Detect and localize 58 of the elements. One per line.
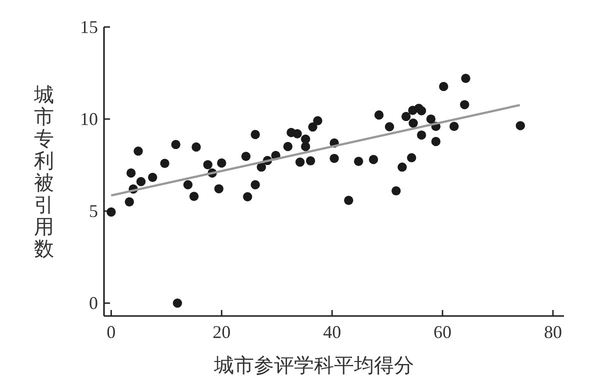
- point: [401, 112, 411, 122]
- point: [426, 114, 436, 124]
- point: [160, 158, 170, 168]
- point: [183, 180, 193, 190]
- y-tick-label: 15: [80, 17, 98, 37]
- point: [106, 207, 116, 217]
- y-tick-label: 5: [89, 201, 98, 222]
- point: [192, 142, 201, 152]
- point: [439, 82, 448, 92]
- y-tick-label: 10: [80, 109, 98, 130]
- point: [374, 110, 384, 120]
- x-tick-label: 40: [323, 322, 342, 342]
- point: [516, 121, 525, 130]
- y-axis-title: 城市专利被引用数: [33, 84, 54, 260]
- point: [450, 122, 459, 131]
- x-tick-label: 80: [544, 322, 562, 342]
- point: [241, 152, 251, 162]
- point: [392, 186, 401, 196]
- point: [126, 168, 136, 178]
- point: [283, 142, 292, 152]
- x-tick-label: 0: [106, 322, 116, 342]
- point: [384, 122, 394, 132]
- point: [416, 106, 426, 116]
- point: [306, 156, 316, 166]
- point: [124, 197, 134, 206]
- point: [134, 146, 143, 156]
- point: [431, 136, 440, 146]
- point: [292, 129, 302, 138]
- point: [250, 130, 260, 140]
- point: [148, 172, 158, 182]
- point: [203, 160, 212, 170]
- point: [242, 192, 252, 202]
- x-tick-label: 20: [212, 322, 231, 342]
- point: [354, 156, 364, 166]
- point: [295, 158, 305, 167]
- point: [330, 154, 339, 164]
- x-axis-title: 城市参评学科平均得分: [213, 355, 414, 377]
- point: [313, 116, 322, 126]
- point: [398, 162, 407, 172]
- point: [250, 180, 260, 190]
- point: [461, 74, 470, 83]
- point: [189, 192, 199, 201]
- point: [408, 118, 418, 128]
- point: [460, 100, 470, 110]
- x-tick-label: 60: [434, 322, 452, 342]
- point: [406, 153, 416, 162]
- point: [136, 177, 146, 186]
- point: [344, 196, 354, 205]
- y-tick-label: 0: [89, 293, 98, 314]
- point: [172, 298, 182, 308]
- point: [300, 142, 310, 152]
- point: [217, 158, 226, 168]
- point: [256, 162, 266, 172]
- point: [214, 184, 224, 194]
- point: [416, 130, 426, 140]
- point: [171, 140, 180, 150]
- point: [308, 122, 318, 132]
- point: [368, 154, 378, 164]
